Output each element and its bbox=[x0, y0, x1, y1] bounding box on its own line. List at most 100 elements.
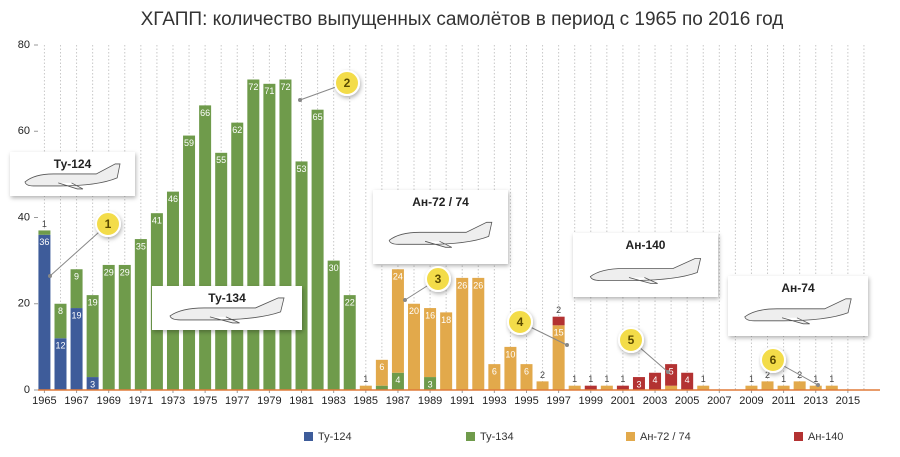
data-label: 72 bbox=[248, 82, 258, 92]
data-label: 1 bbox=[620, 374, 625, 384]
data-label: 62 bbox=[232, 125, 242, 135]
data-label: 4 bbox=[653, 375, 658, 385]
bar-segment bbox=[777, 385, 790, 390]
data-label: 2 bbox=[556, 305, 561, 315]
bar-segment bbox=[440, 312, 453, 390]
data-label: 1 bbox=[781, 374, 786, 384]
data-label: 29 bbox=[104, 267, 114, 277]
bar-segment bbox=[54, 338, 67, 390]
callout-dot bbox=[298, 98, 302, 102]
x-tick-label: 1969 bbox=[96, 395, 120, 407]
callout-dot bbox=[403, 298, 407, 302]
bar-segment bbox=[552, 325, 565, 390]
data-label: 46 bbox=[168, 194, 178, 204]
data-label: 3 bbox=[90, 379, 95, 389]
bar-segment bbox=[665, 364, 678, 386]
x-tick-label: 1995 bbox=[514, 395, 538, 407]
data-label: 3 bbox=[636, 379, 641, 389]
bar-segment bbox=[552, 316, 565, 326]
bar-segment bbox=[697, 385, 710, 390]
aircraft-icon bbox=[589, 258, 702, 284]
bar-segment bbox=[86, 295, 99, 378]
bar-segment bbox=[825, 385, 838, 390]
x-tick-label: 1965 bbox=[32, 395, 56, 407]
legend-swatch bbox=[304, 432, 313, 441]
data-label: 66 bbox=[200, 108, 210, 118]
bar-segment bbox=[215, 152, 228, 390]
data-label: 15 bbox=[554, 328, 564, 338]
callout-circle bbox=[507, 309, 533, 335]
bar-segment bbox=[102, 264, 115, 390]
bar-segment bbox=[408, 303, 421, 390]
callout-circle bbox=[618, 327, 644, 353]
bar-segment bbox=[745, 385, 758, 390]
data-label: 65 bbox=[313, 112, 323, 122]
bar-segment bbox=[327, 260, 340, 390]
x-tick-label: 2005 bbox=[675, 395, 699, 407]
callout-circle bbox=[334, 70, 360, 96]
legend-swatch bbox=[626, 432, 635, 441]
aircraft-icon bbox=[388, 221, 493, 248]
aircraft-label: Ан-74 bbox=[781, 281, 815, 295]
callout-number: 3 bbox=[435, 272, 442, 286]
legend-label: Ту-134 bbox=[480, 431, 514, 443]
data-label: 9 bbox=[74, 272, 79, 282]
data-label: 10 bbox=[505, 349, 515, 359]
bar-segment bbox=[199, 105, 212, 390]
legend-swatch bbox=[466, 432, 475, 441]
aircraft-box: Ан-140 bbox=[573, 233, 718, 297]
bar-segment bbox=[424, 377, 437, 390]
bar-segment bbox=[536, 381, 549, 390]
data-label: 2 bbox=[765, 370, 770, 380]
x-tick-label: 1977 bbox=[225, 395, 249, 407]
data-label: 1 bbox=[42, 219, 47, 229]
aircraft-box: Ан-72 / 74 bbox=[373, 190, 508, 264]
callout-circle bbox=[95, 211, 121, 237]
x-tick-label: 2011 bbox=[772, 395, 796, 407]
bar-segment bbox=[247, 79, 260, 390]
y-tick-label: 60 bbox=[18, 125, 30, 137]
data-label: 29 bbox=[120, 267, 130, 277]
data-label: 20 bbox=[409, 306, 419, 316]
x-tick-label: 2003 bbox=[643, 395, 667, 407]
data-label: 4 bbox=[395, 375, 400, 385]
x-tick-label: 2009 bbox=[739, 395, 763, 407]
bar-segment bbox=[118, 264, 131, 390]
data-label: 6 bbox=[524, 367, 529, 377]
data-label: 72 bbox=[280, 82, 290, 92]
data-label: 4 bbox=[685, 375, 690, 385]
aircraft-label: Ан-72 / 74 bbox=[412, 195, 469, 209]
aircraft-icon bbox=[169, 297, 285, 324]
bar-segment bbox=[359, 385, 372, 390]
x-tick-label: 2007 bbox=[707, 395, 731, 407]
data-label: 12 bbox=[55, 341, 65, 351]
bar-segment bbox=[504, 346, 517, 390]
callout-number: 1 bbox=[105, 217, 112, 231]
x-tick-label: 2015 bbox=[836, 395, 860, 407]
chart-title: ХГАПП: количество выпущенных самолётов в… bbox=[141, 9, 784, 30]
data-label: 19 bbox=[88, 298, 98, 308]
x-tick-label: 2013 bbox=[803, 395, 827, 407]
bar-segment bbox=[183, 135, 196, 390]
bar-segment bbox=[311, 109, 324, 390]
x-tick-label: 1993 bbox=[482, 395, 506, 407]
aircraft-box: Ан-74 bbox=[728, 276, 868, 336]
data-label: 1 bbox=[829, 374, 834, 384]
aircraft-box: Ту-124 bbox=[10, 152, 135, 196]
bar-segment bbox=[424, 308, 437, 378]
bar-segment bbox=[793, 381, 806, 390]
bar-segment bbox=[343, 295, 356, 390]
bar-segment bbox=[600, 385, 613, 390]
x-tick-label: 1989 bbox=[418, 395, 442, 407]
bar-segment bbox=[279, 79, 292, 390]
callout-number: 4 bbox=[517, 315, 524, 329]
data-label: 1 bbox=[701, 374, 706, 384]
bar-segment bbox=[38, 230, 51, 235]
aircraft-label: Ту-134 bbox=[208, 291, 246, 305]
callout-dot bbox=[816, 383, 820, 387]
data-label: 24 bbox=[393, 272, 403, 282]
data-label: 1 bbox=[749, 374, 754, 384]
x-tick-label: 1973 bbox=[161, 395, 185, 407]
legend-label: Ту-124 bbox=[318, 431, 352, 443]
bar-segment bbox=[761, 381, 774, 390]
